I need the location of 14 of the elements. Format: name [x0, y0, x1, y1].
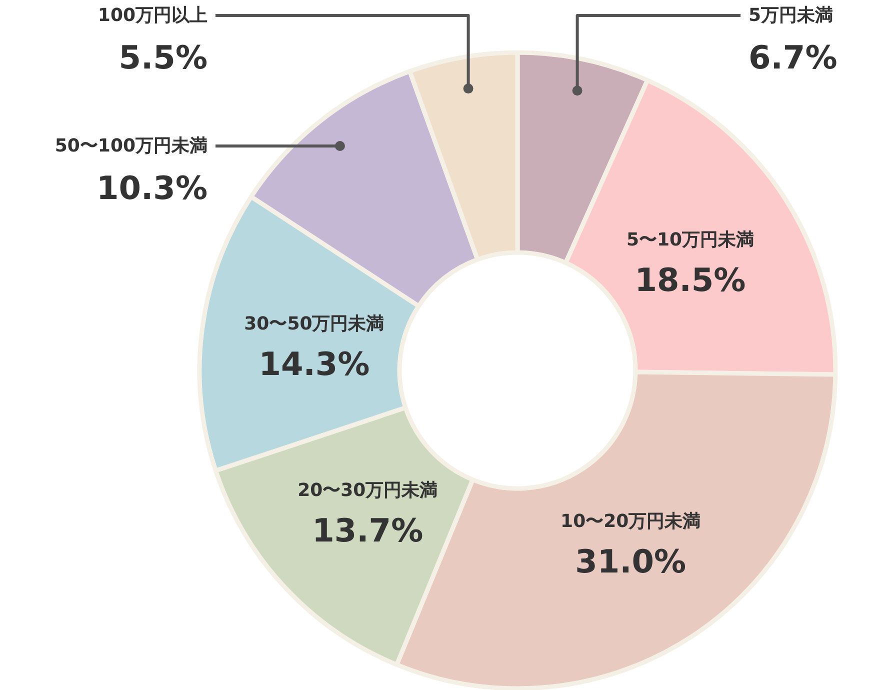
- slice-label: 5万円未満: [748, 5, 834, 26]
- slice-label: 100万円以上: [98, 5, 208, 26]
- data-label: 10.3%: [96, 169, 208, 208]
- slice-label: 20〜30万円未満: [298, 480, 438, 501]
- data-label: 5.5%: [118, 38, 208, 76]
- data-label: 14.3%: [258, 345, 370, 384]
- slice-label: 50〜100万円未満: [54, 136, 208, 157]
- data-label: 13.7%: [312, 511, 424, 550]
- slice-label: 10〜20万円未満: [560, 510, 701, 532]
- slice-label: 5〜10万円未満: [626, 230, 754, 251]
- data-label: 31.0%: [575, 542, 686, 580]
- data-label: 6.7%: [748, 38, 838, 76]
- data-label: 18.5%: [634, 261, 746, 300]
- slice-label: 30〜50万円未満: [244, 314, 384, 335]
